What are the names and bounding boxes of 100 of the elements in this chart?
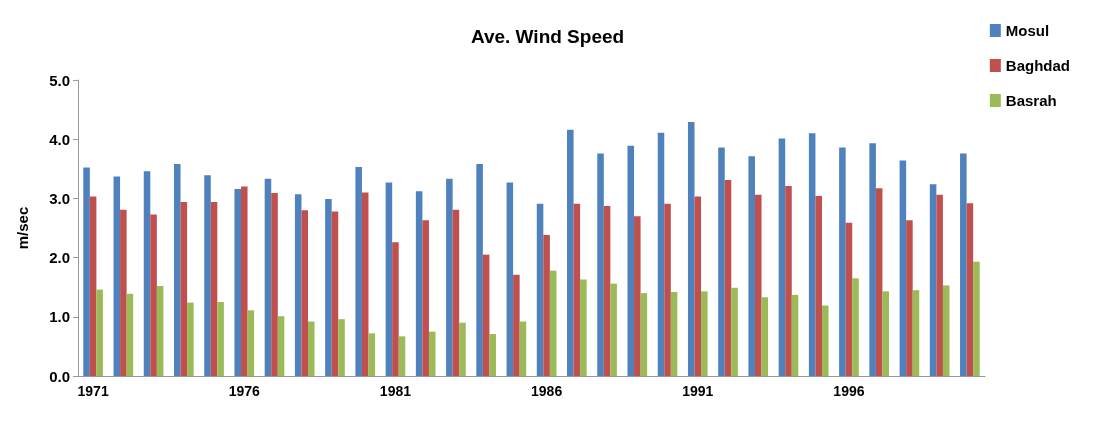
legend-label: Basrah (1005, 92, 1057, 109)
bar (482, 254, 490, 376)
bar (271, 193, 278, 376)
bar (126, 293, 134, 376)
x-tick-label: 1976 (228, 383, 261, 399)
bar (778, 138, 786, 376)
y-tick-label: 3.0 (49, 189, 70, 207)
bar (234, 188, 242, 376)
bar (845, 222, 853, 376)
bar (113, 176, 121, 376)
bar (204, 175, 211, 376)
bar (640, 293, 648, 376)
x-tick-label: 1991 (682, 383, 714, 399)
bar (368, 333, 376, 376)
bar (459, 322, 466, 376)
bar (210, 201, 218, 376)
bar (264, 178, 272, 376)
bar (331, 211, 339, 376)
bar (519, 321, 527, 376)
bar (277, 316, 285, 376)
x-tick-label: 1996 (833, 383, 865, 399)
bar (899, 160, 907, 376)
bar (791, 294, 799, 376)
bar (83, 167, 90, 376)
bar (392, 242, 399, 376)
y-tick-label: 0.0 (49, 367, 70, 385)
bar (338, 319, 345, 376)
bar (973, 261, 980, 376)
bar (543, 235, 550, 376)
bar (489, 333, 496, 376)
bar (573, 203, 581, 376)
bar (180, 201, 188, 376)
bar (580, 279, 587, 376)
bar (815, 196, 822, 376)
bar (724, 180, 732, 376)
bar (603, 206, 611, 376)
bar (549, 270, 557, 376)
bar (120, 209, 127, 376)
bar (657, 132, 665, 376)
bar (912, 290, 920, 376)
bar (173, 164, 181, 376)
bar (670, 291, 678, 376)
bar (610, 283, 617, 376)
bar (446, 178, 453, 376)
bar (241, 186, 248, 376)
bar (906, 220, 913, 376)
bar (156, 286, 164, 376)
bar (942, 285, 950, 376)
bar (452, 209, 460, 376)
bar (694, 196, 702, 376)
y-tick-label: 4.0 (49, 130, 70, 148)
legend-label: Baghdad (1005, 57, 1070, 74)
bar (718, 147, 725, 376)
bar (808, 133, 816, 376)
bar (96, 289, 103, 376)
bar (687, 122, 695, 376)
bar (869, 143, 876, 376)
bar (476, 164, 483, 376)
bar (536, 203, 544, 376)
bar (701, 291, 708, 376)
bar (143, 171, 151, 376)
bar (785, 185, 792, 376)
bar (506, 182, 514, 376)
bar (187, 302, 194, 376)
bar (875, 188, 883, 376)
bar (731, 287, 738, 376)
bar (513, 274, 520, 376)
x-tick-label: 1971 (77, 383, 109, 399)
y-tick-label: 1.0 (49, 308, 70, 326)
y-axis-title: m/sec (14, 206, 31, 250)
bar (415, 191, 423, 376)
bar (748, 156, 755, 376)
bar (597, 153, 604, 376)
bar (936, 194, 943, 376)
bar (882, 291, 890, 376)
legend-label: Mosul (1005, 22, 1050, 39)
x-tick-label: 1986 (531, 383, 563, 399)
bar (428, 331, 436, 376)
bar (627, 145, 635, 376)
bar (398, 336, 406, 376)
bar (960, 153, 967, 376)
bar (567, 129, 574, 376)
bar (839, 147, 846, 376)
bar (294, 194, 302, 376)
bar (634, 216, 641, 376)
bar (217, 302, 224, 376)
bar (929, 184, 937, 376)
bar (754, 194, 762, 376)
bar (355, 167, 362, 376)
bar (247, 310, 255, 376)
bar (761, 297, 769, 376)
bar (361, 192, 369, 376)
bar (821, 305, 829, 376)
bar (852, 278, 859, 376)
chart-title: Ave. Wind Speed (470, 26, 625, 47)
bar (422, 220, 429, 376)
y-tick-label: 2.0 (49, 249, 70, 267)
y-tick-label: 5.0 (49, 71, 70, 89)
bar (308, 321, 315, 376)
bar (966, 203, 974, 376)
